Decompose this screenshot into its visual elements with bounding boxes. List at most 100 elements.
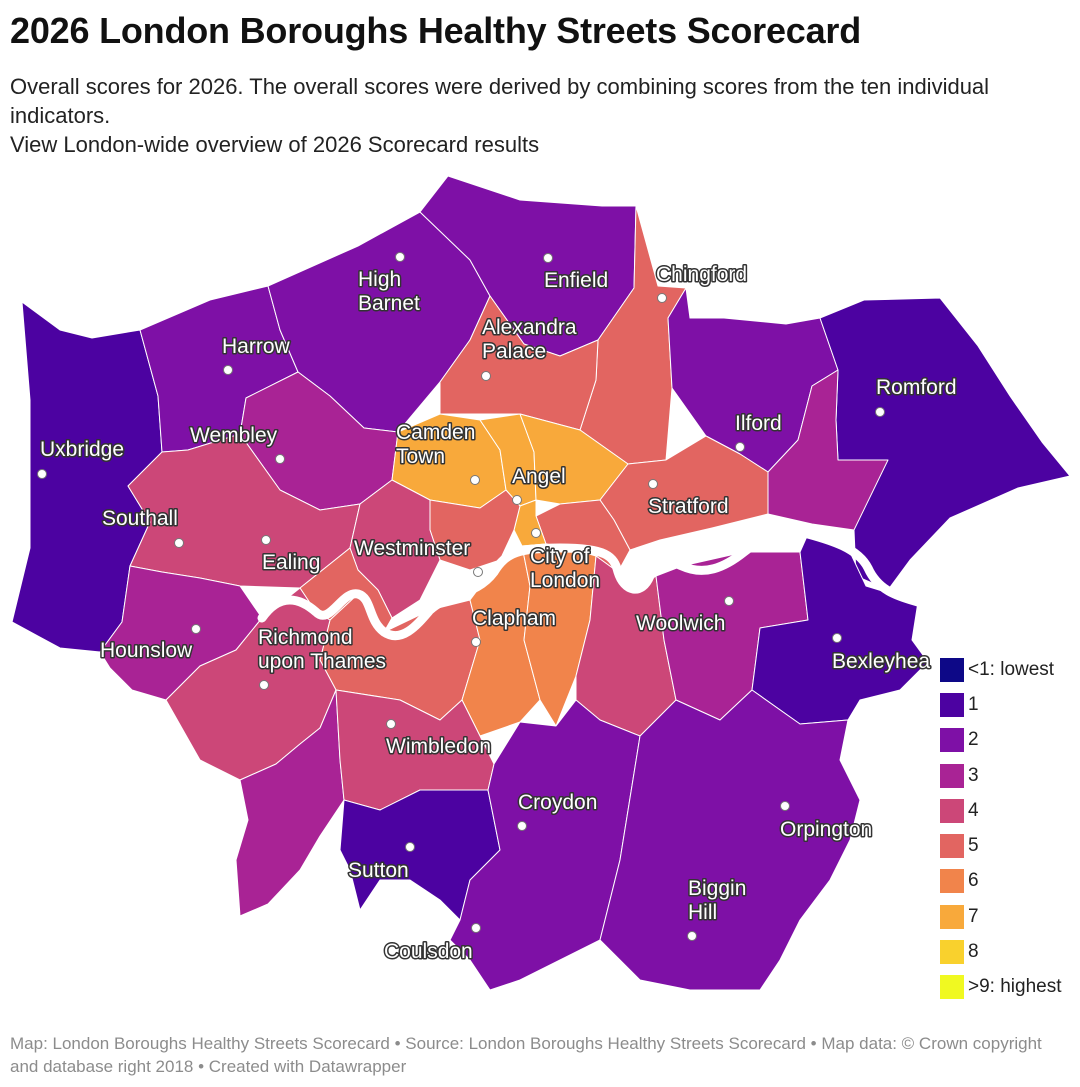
river-thames — [257, 527, 923, 641]
place-label-clapham: Clapham — [472, 607, 556, 630]
borough-haringey[interactable] — [439, 295, 599, 431]
legend-swatch — [940, 834, 964, 859]
place-label-ilford: Ilford — [735, 412, 782, 435]
subtitle-text: Overall scores for 2026. The overall sco… — [10, 74, 990, 128]
place-label-sutton: Sutton — [348, 859, 409, 882]
place-label-line: Chingford — [656, 263, 747, 286]
place-label-biggin-hill: Biggin Hill — [688, 877, 746, 924]
place-label-line: Harrow — [222, 335, 291, 358]
legend-label: 4 — [968, 799, 979, 821]
place-label-line: London — [530, 569, 600, 592]
place-label-southall: Southall — [102, 507, 178, 530]
place-label-angel: Angel — [512, 465, 566, 488]
place-label-bexleyheath: Bexleyhea — [832, 650, 930, 673]
place-marker-city-of-london — [531, 528, 541, 538]
place-marker-angel — [512, 495, 522, 505]
legend-item: 1 — [940, 687, 1062, 722]
place-label-line: Camden — [396, 421, 475, 444]
place-marker-woolwich — [724, 596, 734, 606]
place-label-line: Uxbridge — [40, 438, 124, 461]
legend-item: 8 — [940, 934, 1062, 969]
place-label-line: City of — [530, 545, 590, 568]
place-label-city-of-london: City of London — [530, 545, 600, 592]
borough-bromley[interactable] — [599, 689, 861, 991]
place-label-chingford: Chingford — [656, 263, 747, 286]
place-label-enfield: Enfield — [544, 269, 608, 292]
place-label-stratford: Stratford — [648, 495, 729, 518]
place-label-orpington: Orpington — [780, 818, 872, 841]
place-marker-stratford — [648, 479, 658, 489]
legend-swatch — [940, 763, 964, 788]
borough-barking-and-dagenham[interactable] — [767, 369, 889, 531]
legend-label: 7 — [968, 905, 979, 927]
place-label-alexandra-palace: Alexandra Palace — [482, 316, 577, 363]
place-label-line: Biggin — [688, 877, 746, 900]
place-marker-romford — [875, 407, 885, 417]
place-label-line: Ilford — [735, 412, 782, 435]
place-label-line: Enfield — [544, 269, 608, 292]
borough-kingston-upon-thames[interactable] — [235, 689, 345, 917]
place-label-line: Southall — [102, 507, 178, 530]
place-marker-alexandra-palace — [481, 371, 491, 381]
legend-swatch — [940, 904, 964, 929]
place-label-wembley: Wembley — [190, 424, 278, 447]
place-marker-croydon — [517, 821, 527, 831]
page-title: 2026 London Boroughs Healthy Streets Sco… — [10, 10, 862, 51]
place-label-hounslow: Hounslow — [100, 639, 193, 662]
place-label-line: Alexandra — [482, 316, 577, 339]
place-label-line: Orpington — [780, 818, 872, 841]
place-label-line: Palace — [482, 340, 546, 363]
place-marker-orpington — [780, 801, 790, 811]
borough-croydon[interactable] — [449, 699, 641, 991]
borough-bexley[interactable] — [751, 533, 929, 725]
legend-item: 7 — [940, 899, 1062, 934]
place-label-line: Hounslow — [100, 639, 193, 662]
place-label-high-barnet: High Barnet — [358, 268, 420, 315]
place-label-line: Angel — [512, 465, 566, 488]
legend-item: 3 — [940, 758, 1062, 793]
legend-item: >9: highest — [940, 970, 1062, 1005]
legend-swatch — [940, 975, 964, 1000]
legend: <1: lowest 1 2 3 4 5 6 7 8 >9: highest — [940, 652, 1062, 1005]
legend-label: >9: highest — [968, 976, 1062, 998]
place-label-croydon: Croydon — [518, 791, 597, 814]
legend-item: 5 — [940, 828, 1062, 863]
place-marker-harrow — [223, 365, 233, 375]
place-marker-sutton — [405, 842, 415, 852]
legend-item: <1: lowest — [940, 652, 1062, 687]
place-label-line: High — [358, 268, 401, 291]
place-marker-enfield — [543, 253, 553, 263]
place-label-line: Ealing — [262, 551, 320, 574]
place-marker-camden-town — [470, 475, 480, 485]
place-label-line: Stratford — [648, 495, 729, 518]
legend-swatch — [940, 657, 964, 682]
legend-item: 6 — [940, 864, 1062, 899]
legend-label: 8 — [968, 941, 979, 963]
legend-swatch — [940, 940, 964, 965]
place-label-line: upon Thames — [258, 650, 386, 673]
legend-item: 4 — [940, 793, 1062, 828]
borough-sutton[interactable] — [339, 789, 501, 921]
place-label-westminster: Westminster — [354, 537, 470, 560]
place-label-line: Romford — [876, 376, 957, 399]
legend-label: 5 — [968, 835, 979, 857]
place-label-line: Town — [396, 445, 445, 468]
place-marker-hounslow — [191, 624, 201, 634]
place-label-line: Coulsdon — [384, 940, 473, 963]
borough-havering[interactable] — [819, 297, 1071, 591]
place-label-wimbledon: Wimbledon — [386, 735, 491, 758]
legend-label: <1: lowest — [968, 658, 1055, 680]
place-marker-ealing — [261, 535, 271, 545]
legend-label: 1 — [968, 693, 979, 715]
overview-link[interactable]: View London-wide overview of 2026 Scorec… — [10, 132, 540, 157]
place-marker-high-barnet — [395, 252, 405, 262]
subtitle: Overall scores for 2026. The overall sco… — [10, 72, 1050, 159]
legend-label: 2 — [968, 729, 979, 751]
place-marker-clapham — [471, 637, 481, 647]
place-label-line: Croydon — [518, 791, 597, 814]
london-map: High Barnet Enfield Chingford Harrow Alexandr… — [11, 175, 1071, 991]
legend-swatch — [940, 728, 964, 753]
legend-item: 2 — [940, 723, 1062, 758]
place-label-line: Woolwich — [636, 612, 725, 635]
legend-label: 6 — [968, 870, 979, 892]
